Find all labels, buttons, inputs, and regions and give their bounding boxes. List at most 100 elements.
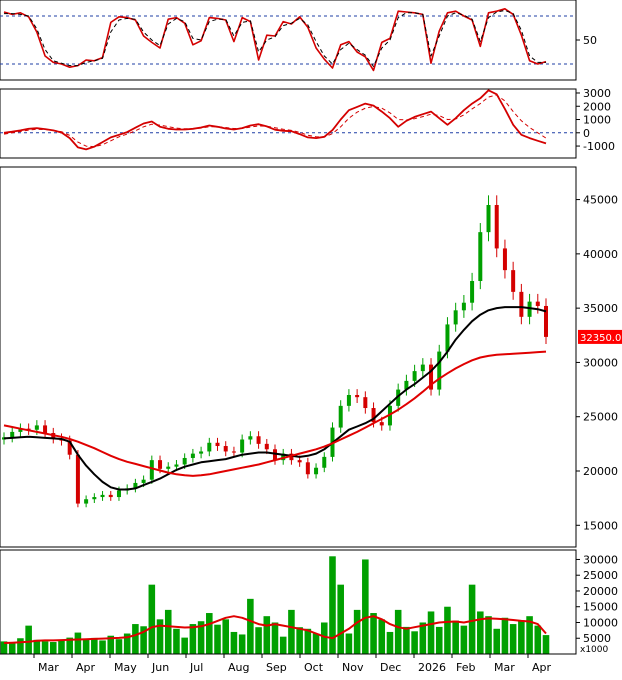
volume-bar bbox=[238, 634, 246, 654]
volume-bar bbox=[362, 559, 369, 654]
volume-bar bbox=[419, 622, 427, 654]
volume-bar bbox=[25, 625, 32, 654]
volume-bar bbox=[493, 628, 501, 654]
candle-body bbox=[231, 451, 236, 453]
x-axis-label: 2026 bbox=[418, 661, 446, 674]
candle-body bbox=[412, 371, 417, 381]
candle-body bbox=[75, 454, 80, 504]
volume-bar bbox=[173, 628, 180, 654]
price-y-tick-label: 35000 bbox=[583, 302, 618, 315]
volume-bar bbox=[271, 622, 279, 654]
candle-body bbox=[43, 425, 48, 433]
x-axis: Mar Apr May Jun Jul Aug Sep Oct Nov Dec 2026 Feb Mar… bbox=[0, 653, 576, 674]
price-y-tick-label: 20000 bbox=[583, 465, 618, 478]
macd-y-tick-label: 0 bbox=[583, 127, 590, 140]
candle-body bbox=[486, 205, 491, 233]
price-moving-average-line-1 bbox=[3, 350, 547, 477]
candle-body bbox=[470, 281, 475, 303]
volume-bar bbox=[411, 631, 418, 654]
x-axis-label: Sep bbox=[266, 661, 287, 674]
volume-bar bbox=[41, 641, 49, 654]
candle-body bbox=[215, 442, 220, 447]
x-axis-label: Jul bbox=[189, 661, 203, 674]
candle-body bbox=[527, 301, 532, 317]
candle-body bbox=[223, 446, 228, 452]
volume-bar bbox=[485, 616, 492, 654]
volume-y-tick-label: 20000 bbox=[583, 585, 618, 598]
volume-unit-label: x1000 bbox=[580, 645, 609, 655]
price-y-tick-label: 30000 bbox=[583, 356, 618, 369]
volume-bar bbox=[99, 640, 106, 654]
x-axis-label: Oct bbox=[304, 661, 324, 674]
candle-body bbox=[133, 482, 138, 489]
volume-moving-average-line bbox=[3, 615, 547, 644]
volume-bar bbox=[296, 627, 303, 654]
macd-y-tick-label: 1000 bbox=[583, 114, 611, 127]
candle-body bbox=[445, 324, 450, 352]
candle-body bbox=[2, 437, 6, 440]
volume-bar bbox=[148, 584, 156, 654]
volume-y-tick-label: 15000 bbox=[583, 601, 618, 614]
candle-body bbox=[158, 460, 163, 469]
candle-body bbox=[544, 305, 548, 337]
candle-body bbox=[297, 460, 302, 463]
candle-body bbox=[379, 422, 384, 426]
volume-bar bbox=[312, 633, 320, 654]
x-axis-label: Mar bbox=[38, 661, 59, 674]
candle-body bbox=[248, 436, 253, 440]
x-axis-label: Nov bbox=[342, 661, 364, 674]
candle-body bbox=[207, 442, 212, 452]
candle-body bbox=[502, 248, 507, 271]
candle-body bbox=[404, 380, 409, 390]
candle-body bbox=[338, 405, 343, 428]
candle-body bbox=[396, 389, 401, 406]
candle-body bbox=[100, 494, 105, 498]
candle-body bbox=[84, 499, 89, 504]
volume-bar bbox=[403, 626, 410, 654]
volume-bar bbox=[82, 638, 90, 654]
candle-body bbox=[437, 351, 442, 390]
volume-bar bbox=[115, 639, 123, 654]
volume-bar bbox=[197, 621, 205, 654]
candle-body bbox=[26, 428, 31, 430]
volume-bar bbox=[477, 611, 484, 654]
candle-body bbox=[116, 490, 121, 498]
x-axis-label: Apr bbox=[532, 661, 552, 674]
oscillator-series-line-1 bbox=[4, 9, 546, 67]
macd-y-tick-label: -1000 bbox=[583, 140, 615, 153]
volume-bar bbox=[33, 639, 41, 654]
oscillator-y-tick-label: 50 bbox=[583, 34, 597, 47]
volume-bar bbox=[435, 626, 443, 654]
volume-bar bbox=[132, 624, 139, 654]
candle-body bbox=[18, 428, 23, 432]
candle-body bbox=[346, 395, 351, 406]
volume-bar bbox=[304, 628, 312, 654]
volume-y-tick-label: 25000 bbox=[583, 569, 618, 582]
volume-bar bbox=[370, 613, 377, 654]
x-axis-label: Feb bbox=[456, 661, 475, 674]
volume-bar bbox=[452, 620, 459, 654]
candle-body bbox=[420, 364, 425, 372]
price-y-tick-label: 15000 bbox=[583, 519, 618, 532]
last-price-label: 32350.00 bbox=[580, 333, 622, 344]
x-axis-label: Mar bbox=[494, 661, 515, 674]
candle-body bbox=[453, 310, 458, 325]
volume-bar bbox=[140, 626, 147, 654]
volume-bar bbox=[329, 556, 336, 654]
volume-bar bbox=[263, 616, 271, 654]
x-axis-label: May bbox=[114, 661, 137, 674]
volume-bar bbox=[534, 625, 542, 654]
price-y-tick-label: 40000 bbox=[583, 248, 618, 261]
volume-bar bbox=[107, 635, 115, 654]
volume-bar bbox=[58, 640, 65, 654]
candle-body bbox=[174, 464, 179, 467]
macd-series-line-1 bbox=[3, 94, 547, 148]
x-axis-label: Dec bbox=[380, 661, 401, 674]
volume-bar bbox=[206, 613, 213, 654]
volume-bar bbox=[66, 637, 73, 654]
macd-y-tick-label: 2000 bbox=[583, 100, 611, 113]
volume-bar bbox=[189, 624, 197, 654]
oscillator-panel: 50 bbox=[0, 8, 597, 72]
